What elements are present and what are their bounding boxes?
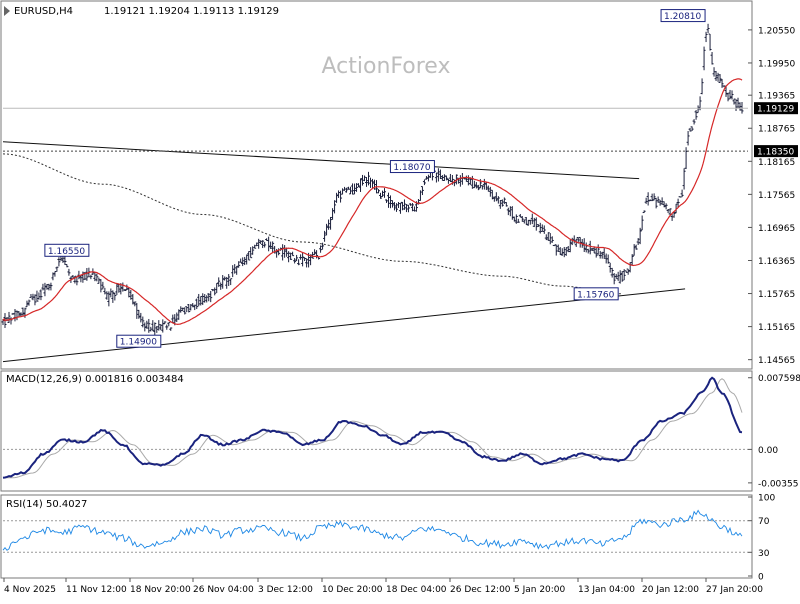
macd-tick-label: -0.00355: [758, 479, 798, 489]
symbol-label: EURUSD,H4: [14, 6, 73, 17]
macd-line: [2, 376, 743, 479]
rsi-panel-frame: [0, 494, 753, 579]
price-tick-label: 1.18165: [758, 158, 795, 168]
label-layer: 1.19129 1.18350 1.20810 1.18070 1.16550 1.157…: [44, 9, 798, 348]
price-panel-frame: [0, 0, 753, 370]
price-label-box: [44, 243, 90, 257]
rsi-tick-label: 100: [758, 494, 775, 504]
time-tick-label: 10 Dec 20:00: [322, 585, 383, 595]
price-label: 1.14900: [120, 338, 157, 348]
price-label-box: [116, 334, 162, 348]
current-price-tag: 1.19129: [757, 105, 794, 115]
ohlc-values: 1.19121 1.19204 1.19113 1.19129: [104, 6, 279, 17]
triangle-icon: [4, 6, 10, 16]
price-tick-label: 1.20550: [758, 26, 795, 36]
time-tick-label: 13 Jan 04:00: [578, 585, 635, 595]
time-tick-label: 3 Dec 12:00: [258, 585, 313, 595]
macd-title: MACD(12,26,9) 0.001816 0.003484: [6, 374, 184, 385]
trendline: [2, 141, 640, 180]
trendline: [2, 288, 686, 363]
level-price-tag: 1.18350: [757, 148, 794, 158]
price-label-box: [660, 9, 706, 23]
rsi-line: [2, 509, 743, 551]
price-tick-label: 1.19365: [758, 92, 795, 102]
price-label: 1.20810: [664, 12, 701, 22]
price-label: 1.15760: [577, 290, 614, 300]
axis-layer: 1.20550 1.19950 1.19365 1.18765 1.18165 1.175…: [3, 26, 800, 595]
rsi-tick-label: 30: [758, 549, 770, 559]
price-label: 1.18070: [393, 163, 430, 173]
price-label-box: [573, 287, 619, 301]
moving-average-line: [2, 78, 743, 326]
time-tick-label: 18 Nov 20:00: [130, 585, 191, 595]
price-tick-label: 1.16365: [758, 257, 795, 267]
price-tick-label: 1.19950: [758, 59, 795, 69]
time-tick-label: 27 Jan 20:00: [706, 585, 763, 595]
macd-tick-label: 0.00: [758, 446, 778, 456]
watermark-text: ActionForex: [322, 54, 451, 79]
time-tick-label: 4 Nov 2025: [4, 585, 56, 595]
price-tick-label: 1.17565: [758, 191, 795, 201]
macd-panel-frame: [0, 370, 753, 492]
time-tick-label: 5 Jan 20:00: [514, 585, 566, 595]
price-tick-label: 1.18765: [758, 125, 795, 135]
price-tick-label: 1.15765: [758, 290, 795, 300]
rsi-tick-label: 0: [758, 573, 764, 583]
time-tick-label: 20 Jan 12:00: [642, 585, 699, 595]
current-price-tag-bg: [754, 102, 798, 115]
macd-signal-line: [3, 378, 743, 479]
time-tick-label: 18 Dec 04:00: [386, 585, 447, 595]
price-tick-label: 1.15165: [758, 323, 795, 333]
rsi-title: RSI(14) 50.4027: [6, 499, 87, 510]
dotted-moving-average-line: [2, 153, 623, 295]
macd-tick-label: 0.007598: [758, 374, 800, 384]
price-tick-label: 1.14565: [758, 356, 795, 366]
chart-header: EURUSD,H4 1.19121 1.19204 1.19113 1.1912…: [4, 6, 279, 17]
level-price-tag-bg: [754, 145, 798, 158]
price-layer: [1, 23, 748, 363]
time-tick-label: 26 Nov 04:00: [193, 585, 254, 595]
time-tick-label: 11 Nov 12:00: [66, 585, 127, 595]
rsi-tick-label: 70: [758, 517, 770, 527]
price-tick-label: 1.16965: [758, 224, 795, 234]
macd-layer: [2, 376, 748, 479]
price-label: 1.16550: [48, 247, 85, 257]
time-tick-label: 26 Dec 12:00: [450, 585, 511, 595]
rsi-layer: [2, 509, 748, 553]
price-label-box: [389, 160, 435, 174]
